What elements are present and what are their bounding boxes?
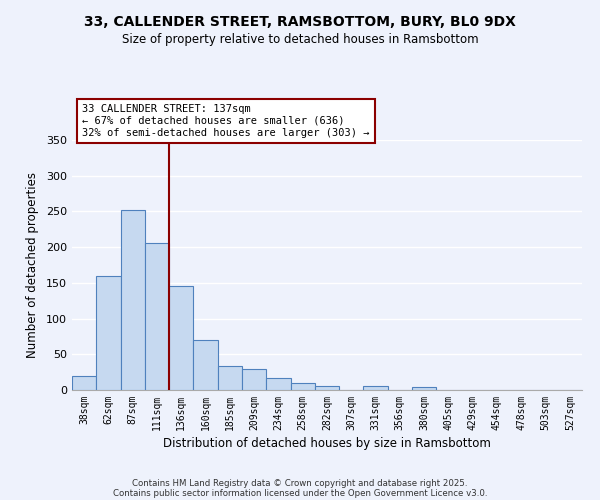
Text: Contains public sector information licensed under the Open Government Licence v3: Contains public sector information licen… bbox=[113, 488, 487, 498]
Text: 33, CALLENDER STREET, RAMSBOTTOM, BURY, BL0 9DX: 33, CALLENDER STREET, RAMSBOTTOM, BURY, … bbox=[84, 15, 516, 29]
Bar bbox=[193, 340, 218, 390]
Bar bbox=[218, 366, 242, 390]
Bar bbox=[96, 276, 121, 390]
Bar bbox=[242, 368, 266, 390]
Text: Size of property relative to detached houses in Ramsbottom: Size of property relative to detached ho… bbox=[122, 32, 478, 46]
Y-axis label: Number of detached properties: Number of detached properties bbox=[26, 172, 39, 358]
Bar bbox=[145, 243, 169, 390]
Bar bbox=[290, 383, 315, 390]
X-axis label: Distribution of detached houses by size in Ramsbottom: Distribution of detached houses by size … bbox=[163, 437, 491, 450]
Bar bbox=[364, 386, 388, 390]
Bar bbox=[72, 376, 96, 390]
Bar bbox=[315, 386, 339, 390]
Text: Contains HM Land Registry data © Crown copyright and database right 2025.: Contains HM Land Registry data © Crown c… bbox=[132, 478, 468, 488]
Bar bbox=[169, 286, 193, 390]
Bar bbox=[121, 210, 145, 390]
Bar bbox=[266, 378, 290, 390]
Bar bbox=[412, 387, 436, 390]
Text: 33 CALLENDER STREET: 137sqm
← 67% of detached houses are smaller (636)
32% of se: 33 CALLENDER STREET: 137sqm ← 67% of det… bbox=[82, 104, 370, 138]
